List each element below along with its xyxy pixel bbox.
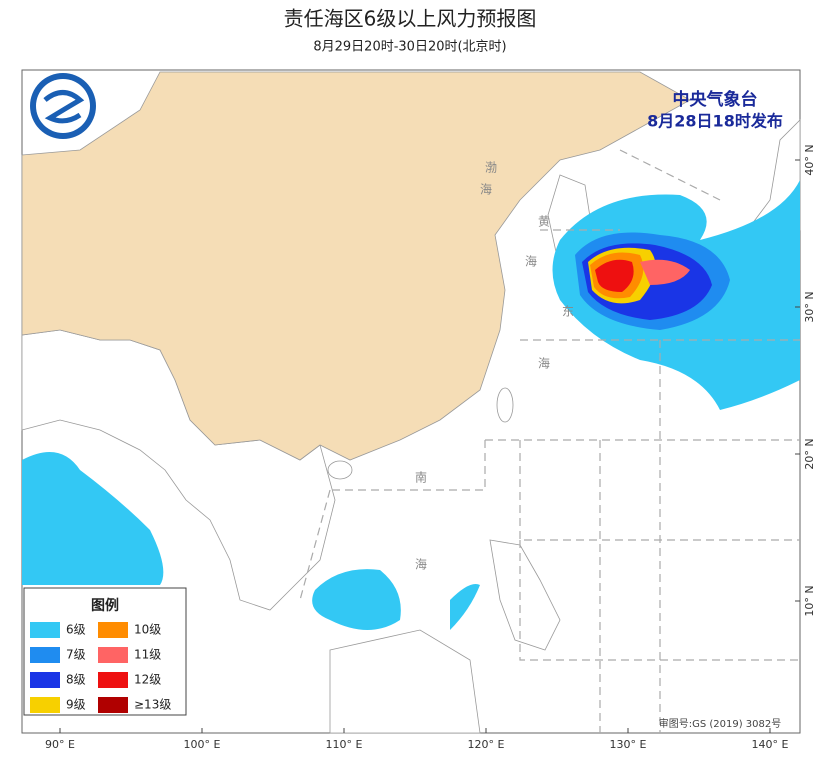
sea-label: 海 xyxy=(480,182,492,197)
longitude-label: 120° E xyxy=(468,738,505,751)
china xyxy=(21,71,691,461)
longitude-label: 140° E xyxy=(752,738,789,751)
hainan xyxy=(327,460,353,480)
borneo xyxy=(329,629,481,734)
issue-time: 8月28日18时发布 xyxy=(647,112,783,131)
philippines xyxy=(489,539,561,651)
legend-swatch xyxy=(30,622,60,638)
legend-label: 8级 xyxy=(66,673,86,687)
legend-swatch xyxy=(30,672,60,688)
wind-area xyxy=(312,569,401,630)
wind-areas xyxy=(22,180,800,630)
legend-swatch xyxy=(98,697,128,713)
legend-swatch xyxy=(98,672,128,688)
wind-area xyxy=(450,584,480,630)
legend-title: 图例 xyxy=(91,597,119,614)
latitude-label: 40° N xyxy=(803,144,816,175)
legend-label: 10级 xyxy=(134,623,161,637)
sea-label: 海 xyxy=(525,254,537,269)
legend-label: ≥13级 xyxy=(134,698,171,712)
sea-zones xyxy=(299,149,800,733)
wind-area xyxy=(22,452,164,585)
sea-label: 海 xyxy=(538,356,550,371)
longitude-label: 100° E xyxy=(184,738,221,751)
wind-area xyxy=(640,259,690,285)
latitude-labels: 40° N 30° N 20° N 10° N xyxy=(795,144,816,617)
taiwan xyxy=(496,387,514,423)
longitude-labels: 90° E 100° E 110° E 120° E 130° E 140° E xyxy=(45,728,789,751)
legend-swatch xyxy=(98,622,128,638)
legend-swatch xyxy=(30,647,60,663)
latitude-label: 20° N xyxy=(803,438,816,469)
latitude-label: 10° N xyxy=(803,585,816,616)
sea-label: 渤 xyxy=(485,161,497,175)
sea-label: 南 xyxy=(415,470,427,485)
legend-label: 11级 xyxy=(134,648,161,662)
latitude-label: 30° N xyxy=(803,291,816,322)
sea-label: 东 xyxy=(562,305,574,319)
longitude-label: 130° E xyxy=(610,738,647,751)
legend-label: 6级 xyxy=(66,623,86,637)
sea-label: 海 xyxy=(415,557,427,572)
agency: 中央气象台 xyxy=(673,89,758,110)
longitude-label: 110° E xyxy=(326,738,363,751)
logo xyxy=(30,73,96,139)
title: 责任海区6级以上风力预报图 xyxy=(284,7,537,31)
legend-label: 12级 xyxy=(134,673,161,687)
legend-swatch xyxy=(98,647,128,663)
footer: 审图号:GS (2019) 3082号 xyxy=(659,717,782,730)
subtitle: 8月29日20时-30日20时(北京时) xyxy=(313,40,506,55)
legend-label: 7级 xyxy=(66,648,86,662)
legend-label: 9级 xyxy=(66,698,86,712)
sea-label: 黄 xyxy=(538,215,550,229)
legend: 图例 6级 7级 8级 9级 10级 11级 12级 ≥13级 xyxy=(23,587,187,716)
legend-swatch xyxy=(30,697,60,713)
longitude-label: 90° E xyxy=(45,738,75,751)
wind-area xyxy=(595,259,634,292)
